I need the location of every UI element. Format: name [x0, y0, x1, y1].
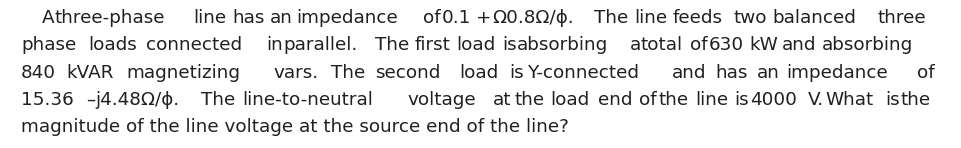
Text: magnitude of the line voltage at the source end of the line?: magnitude of the line voltage at the sou…	[21, 118, 569, 136]
Text: The: The	[201, 91, 234, 109]
Text: the: the	[514, 91, 544, 109]
Text: of: of	[639, 91, 656, 109]
Text: loads: loads	[88, 36, 136, 54]
Text: of: of	[917, 63, 935, 82]
Text: absorbing: absorbing	[517, 36, 608, 54]
Text: 15.36: 15.36	[21, 91, 74, 109]
Text: and: and	[782, 36, 817, 54]
Text: end: end	[598, 91, 632, 109]
Text: A: A	[42, 9, 55, 27]
Text: +: +	[476, 9, 492, 27]
Text: voltage: voltage	[407, 91, 477, 109]
Text: impedance: impedance	[786, 63, 888, 82]
Text: Y-connected: Y-connected	[528, 63, 640, 82]
Text: is: is	[734, 91, 750, 109]
Text: has: has	[233, 9, 264, 27]
Text: –: –	[86, 91, 95, 109]
Text: total: total	[640, 36, 682, 54]
Text: kVAR: kVAR	[66, 63, 113, 82]
Text: first: first	[414, 36, 451, 54]
Text: of: of	[423, 9, 441, 27]
Text: line: line	[634, 9, 667, 27]
Text: at: at	[493, 91, 512, 109]
Text: of: of	[690, 36, 708, 54]
Text: three: three	[877, 9, 925, 27]
Text: line-to-neutral: line-to-neutral	[242, 91, 373, 109]
Text: an: an	[757, 63, 780, 82]
Text: the: the	[901, 91, 931, 109]
Text: phase: phase	[21, 36, 76, 54]
Text: line: line	[695, 91, 728, 109]
Text: load: load	[459, 63, 498, 82]
Text: magnetizing: magnetizing	[127, 63, 241, 82]
Text: is: is	[503, 36, 517, 54]
Text: balanced: balanced	[773, 9, 856, 27]
Text: connected: connected	[146, 36, 242, 54]
Text: impedance: impedance	[296, 9, 398, 27]
Text: What: What	[825, 91, 875, 109]
Text: Ω0.8Ω/ϕ.: Ω0.8Ω/ϕ.	[492, 9, 574, 27]
Text: and: and	[672, 63, 706, 82]
Text: has: has	[716, 63, 749, 82]
Text: load: load	[550, 91, 589, 109]
Text: an: an	[270, 9, 293, 27]
Text: two: two	[733, 9, 767, 27]
Text: the: the	[659, 91, 689, 109]
Text: The: The	[375, 36, 408, 54]
Text: V.: V.	[808, 91, 825, 109]
Text: is: is	[509, 63, 524, 82]
Text: 840: 840	[21, 63, 56, 82]
Text: parallel.: parallel.	[283, 36, 357, 54]
Text: absorbing: absorbing	[822, 36, 913, 54]
Text: vars.: vars.	[274, 63, 318, 82]
Text: kW: kW	[750, 36, 778, 54]
Text: a: a	[630, 36, 641, 54]
Text: 4000: 4000	[751, 91, 798, 109]
Text: three-phase: three-phase	[55, 9, 165, 27]
Text: in: in	[266, 36, 283, 54]
Text: load: load	[456, 36, 496, 54]
Text: The: The	[594, 9, 628, 27]
Text: second: second	[375, 63, 440, 82]
Text: line: line	[193, 9, 227, 27]
Text: feeds: feeds	[673, 9, 723, 27]
Text: j4.48Ω/ϕ.: j4.48Ω/ϕ.	[95, 91, 179, 109]
Text: The: The	[332, 63, 365, 82]
Text: is: is	[885, 91, 899, 109]
Text: 630: 630	[708, 36, 744, 54]
Text: 0.1: 0.1	[442, 9, 472, 27]
